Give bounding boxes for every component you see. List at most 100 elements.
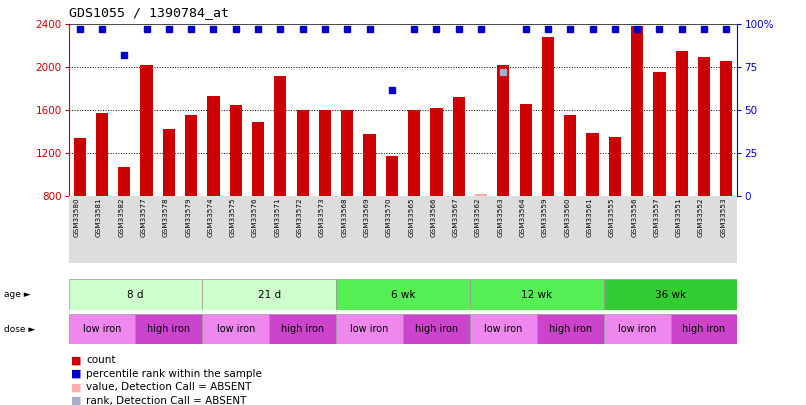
Bar — [430, 108, 442, 196]
Text: GDS1055 / 1390784_at: GDS1055 / 1390784_at — [69, 6, 229, 19]
Text: GSM33582: GSM33582 — [118, 198, 124, 237]
Text: count: count — [86, 356, 116, 365]
Bar — [336, 314, 403, 344]
Text: 8 d: 8 d — [127, 290, 143, 300]
Text: dose ►: dose ► — [4, 324, 35, 334]
Text: age ►: age ► — [4, 290, 31, 299]
Bar — [135, 314, 202, 344]
Text: GSM33566: GSM33566 — [430, 198, 437, 237]
Bar — [564, 115, 576, 196]
Bar — [185, 115, 197, 196]
Text: high iron: high iron — [415, 324, 458, 334]
Text: GSM33572: GSM33572 — [297, 198, 303, 237]
Text: ■: ■ — [71, 396, 81, 405]
Bar — [497, 65, 509, 196]
Bar — [230, 105, 242, 196]
Text: low iron: low iron — [351, 324, 388, 334]
Bar — [274, 76, 286, 196]
Text: GSM33562: GSM33562 — [475, 198, 481, 237]
Text: GSM33557: GSM33557 — [654, 198, 659, 237]
Bar — [341, 111, 353, 196]
Bar — [202, 279, 336, 310]
Bar — [675, 51, 688, 196]
Text: 36 wk: 36 wk — [655, 290, 686, 300]
Bar — [671, 314, 737, 344]
Text: percentile rank within the sample: percentile rank within the sample — [86, 369, 262, 379]
Text: GSM33555: GSM33555 — [609, 198, 615, 237]
Text: GSM33553: GSM33553 — [721, 198, 726, 237]
Text: rank, Detection Call = ABSENT: rank, Detection Call = ABSENT — [86, 396, 247, 405]
Bar — [542, 37, 554, 196]
Text: GSM33579: GSM33579 — [185, 198, 191, 237]
Bar — [69, 279, 202, 310]
Text: GSM33570: GSM33570 — [386, 198, 392, 237]
Text: GSM33577: GSM33577 — [140, 198, 147, 237]
Bar — [252, 122, 264, 196]
Bar — [470, 314, 537, 344]
Text: GSM33556: GSM33556 — [631, 198, 637, 237]
Bar — [202, 314, 269, 344]
Text: GSM33574: GSM33574 — [207, 198, 214, 237]
Bar — [386, 156, 398, 196]
Text: low iron: low iron — [83, 324, 121, 334]
Bar — [604, 314, 671, 344]
Bar — [453, 98, 465, 196]
Text: GSM33565: GSM33565 — [408, 198, 414, 237]
Bar — [537, 314, 604, 344]
Bar — [654, 72, 666, 196]
Text: GSM33559: GSM33559 — [542, 198, 548, 237]
Text: low iron: low iron — [217, 324, 255, 334]
Text: 12 wk: 12 wk — [521, 290, 552, 300]
Bar — [269, 314, 336, 344]
Text: high iron: high iron — [683, 324, 725, 334]
Text: GSM33580: GSM33580 — [73, 198, 80, 237]
Bar — [609, 137, 621, 196]
Bar — [470, 279, 604, 310]
Text: GSM33560: GSM33560 — [564, 198, 571, 237]
Bar — [96, 113, 108, 196]
Bar — [73, 139, 85, 196]
Bar — [698, 57, 710, 196]
Text: ■: ■ — [71, 369, 81, 379]
Bar — [587, 133, 599, 196]
Bar — [163, 129, 175, 196]
Bar — [69, 314, 135, 344]
Text: low iron: low iron — [618, 324, 656, 334]
Bar — [408, 111, 420, 196]
Bar — [604, 279, 737, 310]
Text: 21 d: 21 d — [258, 290, 280, 300]
Bar — [207, 96, 219, 196]
Bar — [721, 61, 733, 196]
Text: high iron: high iron — [549, 324, 592, 334]
Text: high iron: high iron — [281, 324, 324, 334]
Text: high iron: high iron — [147, 324, 190, 334]
Text: GSM33578: GSM33578 — [163, 198, 169, 237]
Text: GSM33551: GSM33551 — [675, 198, 682, 237]
Bar — [403, 314, 470, 344]
Text: GSM33573: GSM33573 — [319, 198, 325, 237]
Text: GSM33567: GSM33567 — [453, 198, 459, 237]
Text: GSM33561: GSM33561 — [587, 198, 592, 237]
Text: GSM33576: GSM33576 — [252, 198, 258, 237]
Bar — [140, 65, 152, 196]
Bar — [319, 111, 331, 196]
Text: ■: ■ — [71, 382, 81, 392]
Bar — [118, 167, 131, 196]
Text: GSM33552: GSM33552 — [698, 198, 704, 237]
Text: GSM33568: GSM33568 — [341, 198, 347, 237]
Bar — [297, 111, 309, 196]
Bar — [336, 279, 470, 310]
Bar — [631, 26, 643, 196]
Bar — [475, 194, 487, 196]
Text: GSM33575: GSM33575 — [230, 198, 235, 237]
Text: GSM33581: GSM33581 — [96, 198, 102, 237]
Text: GSM33569: GSM33569 — [364, 198, 369, 237]
Text: value, Detection Call = ABSENT: value, Detection Call = ABSENT — [86, 382, 251, 392]
Text: GSM33571: GSM33571 — [274, 198, 280, 237]
Text: low iron: low iron — [484, 324, 522, 334]
Bar — [364, 134, 376, 196]
Text: ■: ■ — [71, 356, 81, 365]
Bar — [520, 104, 532, 196]
Text: GSM33563: GSM33563 — [497, 198, 503, 237]
Text: 6 wk: 6 wk — [391, 290, 415, 300]
